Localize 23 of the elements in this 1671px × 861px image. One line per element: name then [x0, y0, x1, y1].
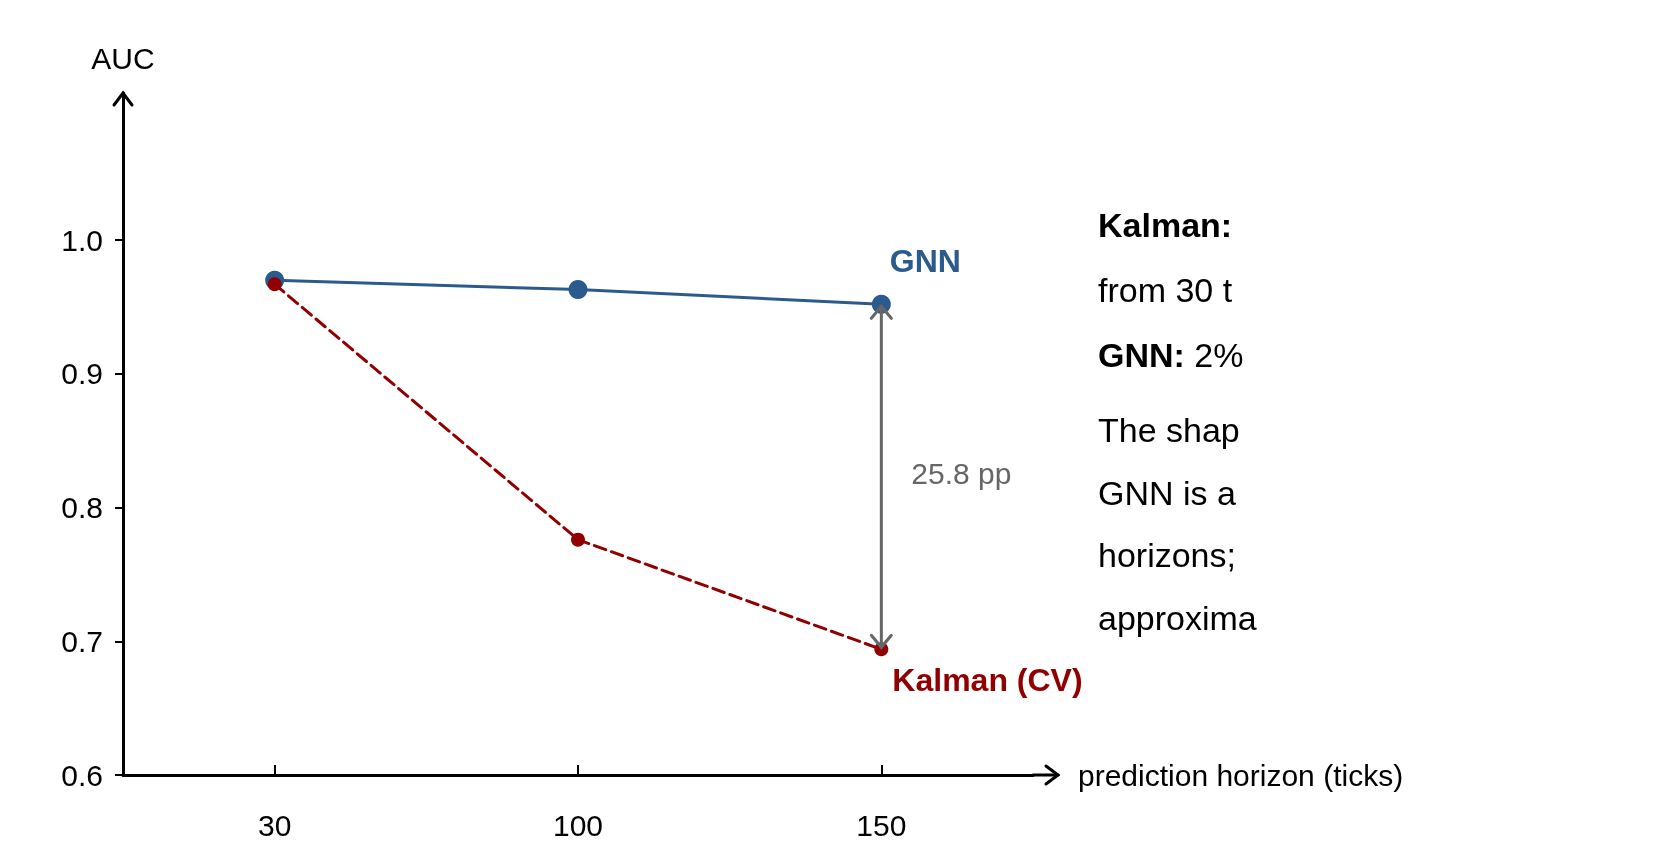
y-tick-label: 0.7: [61, 624, 103, 658]
x-tick-label: 100: [552, 808, 604, 842]
y-tick-label: 1.0: [61, 223, 103, 257]
point: [568, 280, 588, 300]
series-label: GNN: [889, 242, 961, 279]
x-tick-label: 30: [257, 808, 292, 842]
annotation: 25.8 pp: [911, 457, 1012, 491]
text: approxima: [1098, 599, 1257, 637]
series-label: Kalman (CV): [892, 662, 1083, 699]
y-tick-label: 0.9: [61, 357, 103, 391]
y-tick-label: 0.8: [61, 491, 103, 525]
text: The shap: [1098, 411, 1240, 449]
text: Kalman:: [1098, 206, 1233, 244]
text: from 30 t: [1098, 271, 1233, 309]
text: horizons;: [1098, 536, 1236, 574]
text: GNN: 2%: [1098, 336, 1244, 374]
point: [267, 277, 282, 292]
y-tick-label: 0.6: [61, 758, 103, 792]
point: [571, 532, 585, 547]
y-axis-title: AUC: [91, 41, 155, 75]
x-axis-title: prediction horizon (ticks): [1078, 758, 1404, 792]
x-tick-label: 150: [856, 808, 907, 842]
text: GNN is a: [1098, 474, 1236, 512]
